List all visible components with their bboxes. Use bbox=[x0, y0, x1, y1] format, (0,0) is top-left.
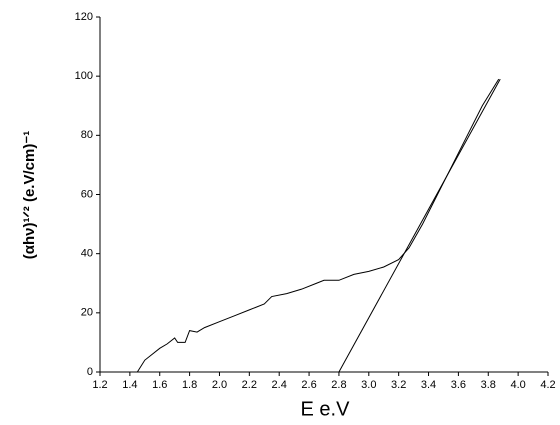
x-tick-label: 3.2 bbox=[391, 379, 406, 391]
x-tick-label: 1.6 bbox=[152, 379, 167, 391]
x-tick-label: 1.2 bbox=[92, 379, 107, 391]
y-tick-label: 0 bbox=[87, 366, 93, 378]
x-tick-label: 1.8 bbox=[182, 379, 197, 391]
data-line bbox=[338, 78, 501, 373]
x-tick-label: 2.2 bbox=[242, 379, 257, 391]
y-tick-label: 20 bbox=[81, 307, 93, 319]
x-tick-label: 4.2 bbox=[540, 379, 555, 391]
x-tick-label: 2.8 bbox=[331, 379, 346, 391]
x-tick-label: 3.8 bbox=[481, 379, 496, 391]
x-tick-label: 2.0 bbox=[212, 379, 227, 391]
x-tick-label: 3.6 bbox=[451, 379, 466, 391]
data-line bbox=[136, 78, 500, 373]
y-axis-label: (αhν)¹ᐟ² (e.V/cm)⁻¹ bbox=[21, 131, 38, 260]
y-tick-label: 80 bbox=[81, 129, 93, 141]
y-tick-label: 120 bbox=[75, 11, 93, 23]
x-tick-label: 2.4 bbox=[272, 379, 287, 391]
y-tick-label: 100 bbox=[75, 70, 93, 82]
y-tick-label: 60 bbox=[81, 188, 93, 200]
x-tick-label: 2.6 bbox=[301, 379, 316, 391]
y-tick-label: 40 bbox=[81, 248, 93, 260]
x-tick-label: 3.0 bbox=[361, 379, 376, 391]
x-tick-label: 3.4 bbox=[421, 379, 436, 391]
x-axis-label: E e.V bbox=[301, 398, 351, 420]
x-tick-label: 1.4 bbox=[122, 379, 137, 391]
x-tick-label: 4.0 bbox=[510, 379, 525, 391]
